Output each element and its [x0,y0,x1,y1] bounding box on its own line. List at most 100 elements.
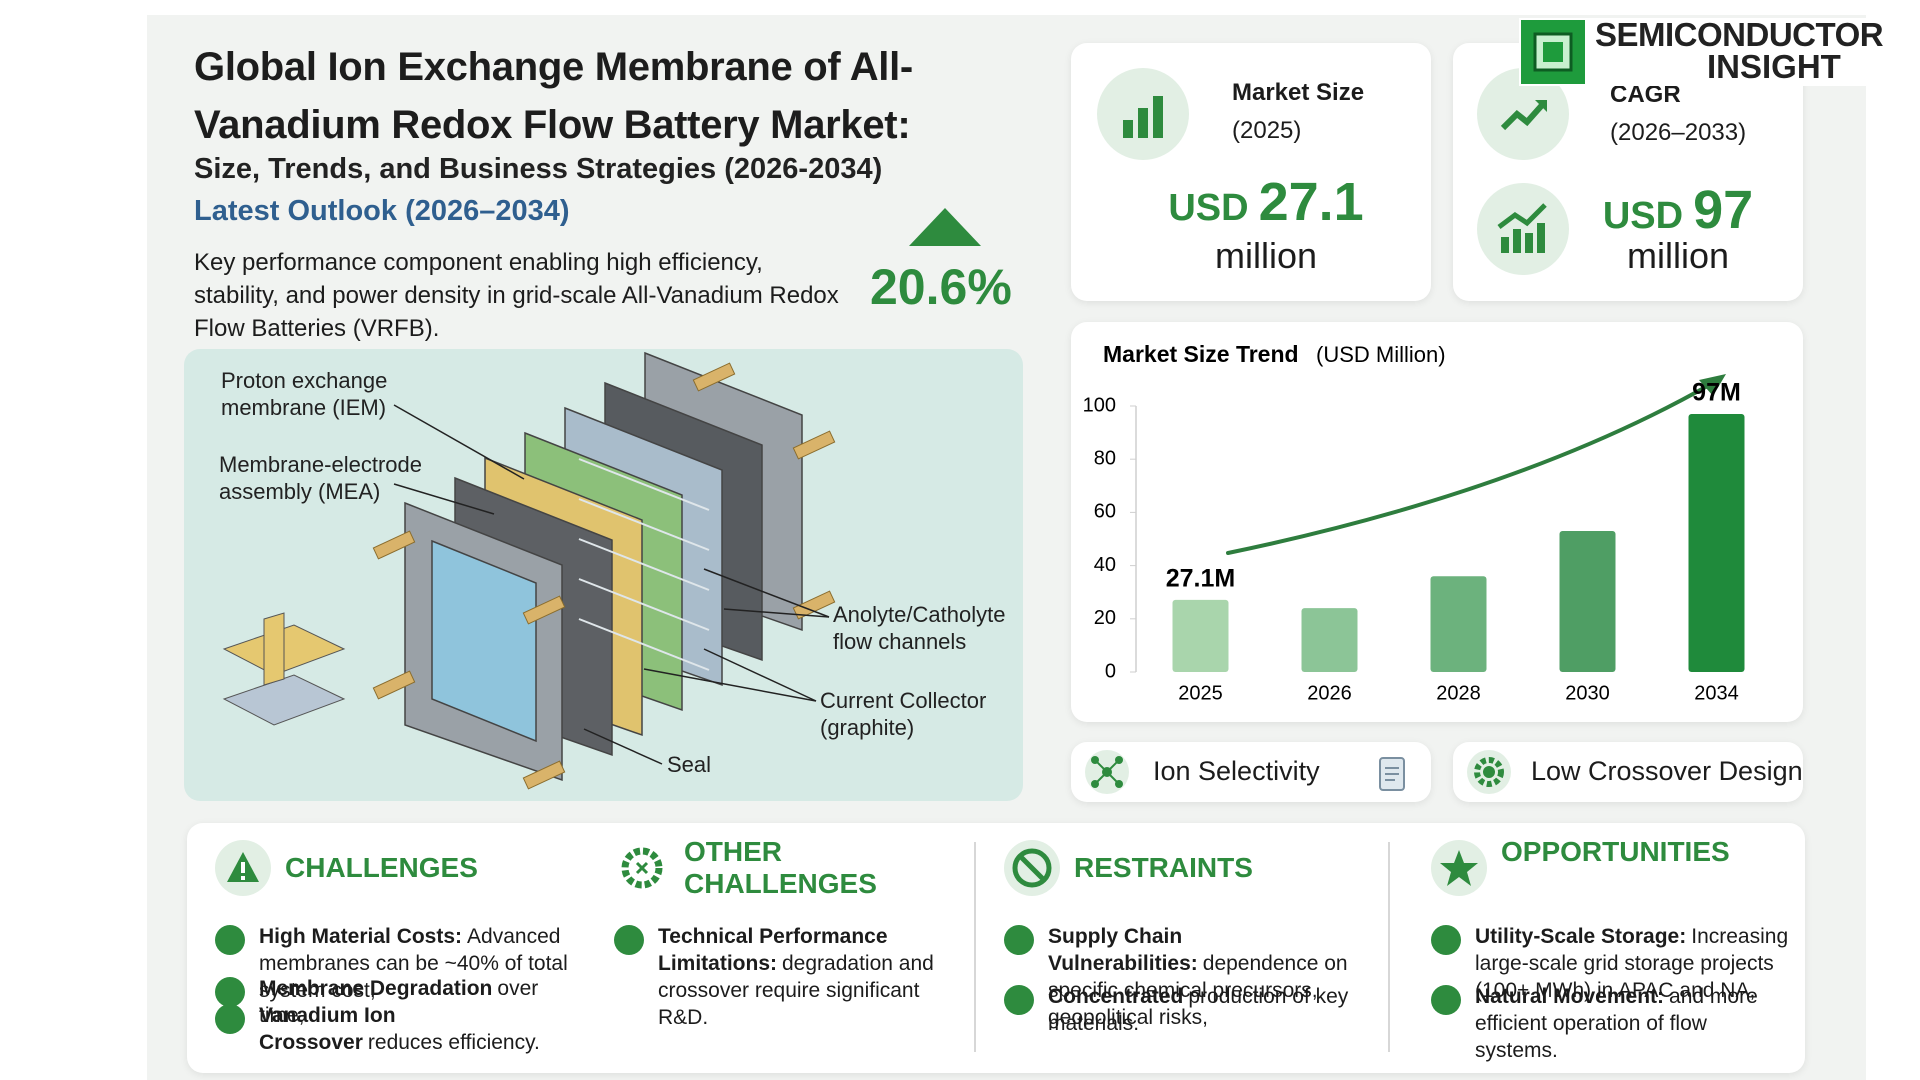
bar [1559,531,1616,672]
section: CHALLENGES High Material Costs: Advanced m… [215,840,570,1070]
logo: SEMICONDUCTOR INSIGHT [1519,16,1910,86]
x-tick-label: 2028 [1436,682,1481,704]
item-bullet [215,925,245,955]
item-text: Advanced membranes can be ~40% of total … [259,925,568,1002]
diagram-label: Membrane-electrode assembly (MEA) [219,452,422,504]
bar [1172,599,1229,672]
bar [1688,413,1745,672]
section-title: OPPORTUNITIES [1501,836,1730,867]
value: 27.1 [1258,172,1364,232]
bottom-panel [187,823,1805,1073]
icon [1004,840,1060,896]
section-item: Supply Chain Vulnerabilities: dependence … [1004,923,1364,1031]
chart: Market Size Trend (USD Million) 0 20 40 60 8… [1083,341,1745,704]
logo-line1: SEMICONDUCTOR [1595,16,1884,53]
icon [215,840,271,896]
card-label: Market Size [1232,79,1365,106]
item-bullet [215,977,245,1007]
y-tick-label: 40 [1094,554,1116,576]
diagram-label: Current Collector (graphite) [820,688,987,740]
section: OTHER CHALLENGES Technical Performance Li… [614,836,969,1070]
card-unit: million [1214,235,1318,276]
item-bullet [1004,985,1034,1015]
trend-arrowhead [1699,374,1726,396]
logo-chip [1521,20,1585,84]
section-title: RESTRAINTS [1074,852,1253,883]
y-tick-label: 60 [1094,501,1116,523]
market-size-card: Market Size (2025) USD 27.1 million [1071,43,1431,301]
item-text: Increasing large-scale grid storage proj… [1475,925,1789,1002]
item-lead: Supply Chain Vulnerabilities: [1048,925,1198,975]
section-title: OTHER CHALLENGES [684,836,877,899]
divider [974,842,976,1052]
growth-icon [1477,183,1569,275]
section-item: Concentrated production of key materials. [1004,983,1364,1037]
item-bullet [614,925,644,955]
feature-label: Ion Selectivity [1153,756,1320,786]
section-item: Membrane Degradation over time, [215,975,575,1029]
diagram-panel: Proton exchange membrane (IEM) Membrane-… [184,349,1023,801]
chart-unit: (USD Million) [1316,342,1446,367]
section-item: High Material Costs: Advanced membranes c… [215,923,575,1004]
section-icon [1431,840,1487,896]
section-title: CHALLENGES [285,852,478,883]
diagram-label: Proton exchange membrane (IEM) [221,368,388,420]
section-icon [614,840,670,896]
currency: USD [1168,187,1249,229]
section-icon [1004,840,1060,896]
logo-line2: INSIGHT [1707,48,1841,85]
item-text: reduces efficiency. [367,1031,540,1054]
item-text: over time, [259,977,539,1027]
molecule-icon [1085,750,1129,794]
item-text: degradation and crossover require signif… [658,952,934,1029]
card-period: (2025) [1232,117,1302,144]
x-tick-label: 2025 [1178,682,1223,704]
section: OPPORTUNITIES Utility-Scale Storage: Incre… [1431,836,1788,1070]
cagr-card: CAGR (2026–2033) USD 97 million [1453,43,1803,301]
item-text: production of key materials. [1048,985,1349,1035]
item-text: dependence on specific chemical precurso… [1048,952,1348,1029]
gear-icon [1467,750,1511,794]
item-lead: Utility-Scale Storage: [1475,925,1687,948]
document-icon [1379,757,1405,791]
feature-label: Low Crossover Design [1531,756,1803,786]
growth-arrow [909,208,981,246]
item-bullet [1431,985,1461,1015]
y-tick-label: 100 [1083,394,1116,416]
item-lead: Technical Performance Limitations: [658,925,888,975]
growth-value: 20.6% [870,259,1012,315]
section-item: Natural Movement: and more efficient oper… [1431,983,1791,1064]
trend-arrow [1226,382,1713,555]
diagram-label: Seal [667,752,712,777]
chart-card: Market Size Trend (USD Million) 0 20 40 60 8… [1071,322,1803,722]
y-tick-label: 0 [1105,660,1116,682]
diagram-label: Anolyte/Catholyte flow channels [833,602,1006,654]
item-lead: Vanadium Ion Crossover [259,1004,396,1054]
section-item: Vanadium Ion Crossover reduces efficiency… [215,1002,575,1056]
icon [1431,840,1487,896]
card-period: (2026–2033) [1610,119,1747,146]
currency: USD [1602,195,1684,237]
item-bullet [1004,925,1034,955]
cell-stack-diagram [222,351,836,790]
description: Key performance component enabling high … [194,249,839,342]
divider [1388,842,1390,1052]
value: 97 [1693,180,1754,240]
item-bullet [215,1004,245,1034]
value-label: 97M [1692,379,1741,407]
item-lead: High Material Costs: [259,925,463,948]
bar [1430,576,1487,672]
item-bullet [1431,925,1461,955]
feature-pill: Low Crossover Design [1453,742,1803,802]
feature-pill: Ion Selectivity [1071,742,1431,802]
y-tick-label: 80 [1094,447,1116,469]
card-value: USD 27.1 [1071,171,1461,233]
section-item: Utility-Scale Storage: Increasing large-s… [1431,923,1791,1004]
value-label: 27.1M [1166,565,1235,593]
x-tick-label: 2026 [1307,682,1352,704]
section: RESTRAINTS Supply Chain Vulnerabilities: d… [1004,840,1359,1070]
card-unit: million [1626,235,1730,276]
chart-icon [1097,68,1189,160]
chart-title: Market Size Trend [1103,341,1299,367]
